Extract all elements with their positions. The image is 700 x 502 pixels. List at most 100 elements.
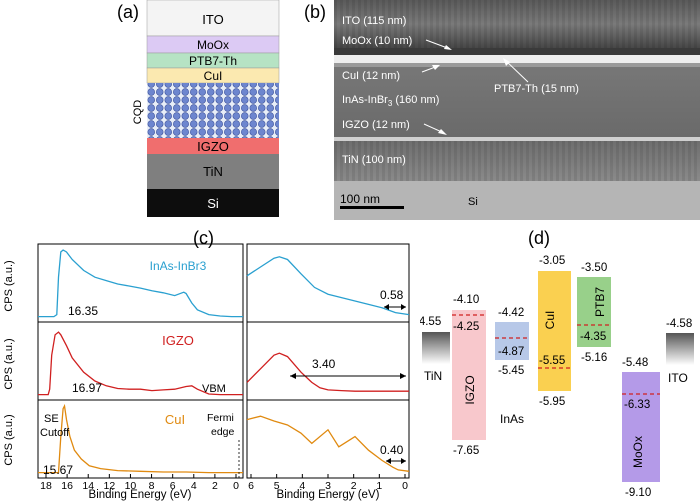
band-moox-top: -5.48 xyxy=(622,357,648,369)
panel-label-d: (d) xyxy=(528,228,550,248)
panel-label-b: (b) xyxy=(304,2,326,22)
tem-scale-bar xyxy=(340,206,404,209)
ups-offset-cui: 0.40 xyxy=(380,443,404,457)
tem-label-ptb7: PTB7-Th (15 nm) xyxy=(494,83,579,95)
band-inas-name: InAs xyxy=(500,412,524,426)
stack-cqd-dots xyxy=(147,83,279,138)
tem-label-inas: InAs-InBr3 (160 nm) xyxy=(342,94,439,108)
band-igzo-top: -4.10 xyxy=(453,294,479,306)
ups-offset-igzo: 3.40 xyxy=(312,357,336,371)
tem-label-tin: TiN (100 nm) xyxy=(342,154,406,166)
ups-left-xtick-tick-label: 16 xyxy=(61,480,73,492)
band-moox-fermi: -6.33 xyxy=(624,399,650,411)
band-inas-fermi: -4.87 xyxy=(498,346,524,358)
band-moox-bottom: -9.10 xyxy=(625,487,651,499)
band-electrode-tin xyxy=(422,332,450,364)
ups-ylabel-2: CPS (a.u.) xyxy=(3,338,15,389)
tem-label-cui: CuI (12 nm) xyxy=(342,70,400,82)
ups-left-xtick-tick-label: 10 xyxy=(125,480,137,492)
band-moox-name: MoOx xyxy=(631,436,645,468)
ups-right-xticks: 6 5 4 3 2 1 0 xyxy=(248,474,408,492)
ups-left-xtick-tick-label: 14 xyxy=(82,480,94,492)
ups-right-xtick-tick-label: 0 xyxy=(402,480,408,492)
ups-left-frame xyxy=(37,243,244,479)
ups-left-xtick-tick-label: 12 xyxy=(103,480,115,492)
band-inas-bottom: -5.45 xyxy=(498,365,524,377)
ups-right-cui-curve xyxy=(246,415,410,472)
band-tin-wf: -4.55 xyxy=(420,316,441,328)
ups-vbm-label: VBM xyxy=(202,383,226,395)
band-igzo-bottom: -7.65 xyxy=(453,445,479,457)
band-inas-top: -4.42 xyxy=(498,307,524,319)
tem-label-si: Si xyxy=(468,196,478,208)
band-tin-label: TiN xyxy=(424,369,442,383)
band-bar-inas xyxy=(495,322,529,360)
tem-label-moox: MoOx (10 nm) xyxy=(342,35,412,47)
ups-right-xtick-tick-label: 3 xyxy=(325,480,331,492)
stack-label-igzo: IGZO xyxy=(197,139,229,154)
band-bar-cui xyxy=(538,271,571,391)
tem-si-layer xyxy=(334,181,700,220)
ups-right-xtick-tick-label: 1 xyxy=(376,480,382,492)
ups-ylabel-1: CPS (a.u.) xyxy=(3,260,15,311)
tem-scale-label: 100 nm xyxy=(340,192,380,206)
ups-left-xticks: 18 16 14 12 10 8 6 4 2 0 xyxy=(40,474,239,492)
ups-cutoff-label: Cutoff xyxy=(40,427,70,439)
ups-right-xtick-tick-label: 5 xyxy=(274,480,280,492)
ups-left-igzo-curve xyxy=(38,331,243,396)
band-bar-moox xyxy=(622,372,660,482)
ups-left-inas-curve xyxy=(38,249,243,318)
ups-right-igzo-curve xyxy=(246,352,409,392)
tem-label-igzo: IGZO (12 nm) xyxy=(342,119,410,131)
ups-se-label: SE xyxy=(44,413,59,425)
band-electrode-ito xyxy=(666,333,694,365)
tem-ptb7-layer xyxy=(334,55,700,63)
tem-image: ITO (115 nm) MoOx (10 nm) CuI (12 nm) PT… xyxy=(334,0,700,220)
ups-right-xlabel: Binding Energy (eV) xyxy=(277,489,380,501)
stack-label-tin: TiN xyxy=(203,164,223,179)
stack-layer-ito xyxy=(146,0,280,37)
ups-charts: CPS (a.u.) CPS (a.u.) CPS (a.u.) InAs-In… xyxy=(3,243,410,501)
ups-edge-label: edge xyxy=(211,426,235,438)
tem-cui-layer xyxy=(334,63,700,67)
stack-layer-si xyxy=(147,189,279,217)
tem-qd-layer xyxy=(334,67,700,137)
ups-right-xtick-tick-label: 6 xyxy=(248,480,254,492)
stack-label-si: Si xyxy=(207,196,219,211)
stack-label-cui: CuI xyxy=(204,69,223,83)
ups-series-name-cui: CuI xyxy=(165,412,185,427)
stack-label-moox: MoOx xyxy=(197,38,229,52)
ups-left-xtick-tick-label: 6 xyxy=(170,480,176,492)
panel-label-a: (a) xyxy=(117,2,139,22)
band-ito-wf: -4.58 xyxy=(666,318,692,330)
ups-ylabel-3: CPS (a.u.) xyxy=(3,414,15,465)
ups-right-xtick-tick-label: 2 xyxy=(351,480,357,492)
ups-right-inas-curve xyxy=(246,256,410,316)
ups-offset-inas: 0.58 xyxy=(380,288,404,302)
band-cui-name: CuI xyxy=(543,311,557,330)
band-bar-igzo xyxy=(452,310,486,440)
stack-label-ptb7: PTB7-Th xyxy=(189,54,237,68)
ups-left-cui-curve xyxy=(38,403,243,474)
band-cui-bottom: -5.95 xyxy=(539,396,565,408)
band-diagram: -4.55 TiN -4.58 ITO -4.10 -4.25 IGZO -7.… xyxy=(420,255,694,499)
ups-left-xlabel: Binding Energy (eV) xyxy=(89,489,192,501)
ups-cutoff-igzo: 16.97 xyxy=(72,381,102,395)
stack-layer-igzo xyxy=(147,138,279,154)
ups-series-name-inas: InAs-InBr3 xyxy=(150,259,207,273)
tem-igzo-layer xyxy=(334,137,700,141)
band-cui-fermi: -5.55 xyxy=(539,355,565,367)
stack-label-ito: ITO xyxy=(202,12,223,27)
ups-fermi-label: Fermi xyxy=(207,412,234,424)
tem-moox-layer xyxy=(334,48,700,55)
ups-left-xtick-tick-label: 0 xyxy=(233,480,239,492)
device-stack: ITO MoOx PTB7-Th CuI CQD IGZO TiN Si xyxy=(132,0,280,217)
band-ptb7-bottom: -5.16 xyxy=(581,352,607,364)
ups-left-xtick-tick-label: 2 xyxy=(212,480,218,492)
band-cui-top: -3.05 xyxy=(539,255,565,267)
panel-label-c: (c) xyxy=(193,228,214,248)
band-ito-label: ITO xyxy=(668,371,688,385)
band-ptb7-top: -3.50 xyxy=(581,262,607,274)
ups-cutoff-cui: 15.67 xyxy=(43,463,73,477)
ups-cutoff-inas: 16.35 xyxy=(68,304,98,318)
